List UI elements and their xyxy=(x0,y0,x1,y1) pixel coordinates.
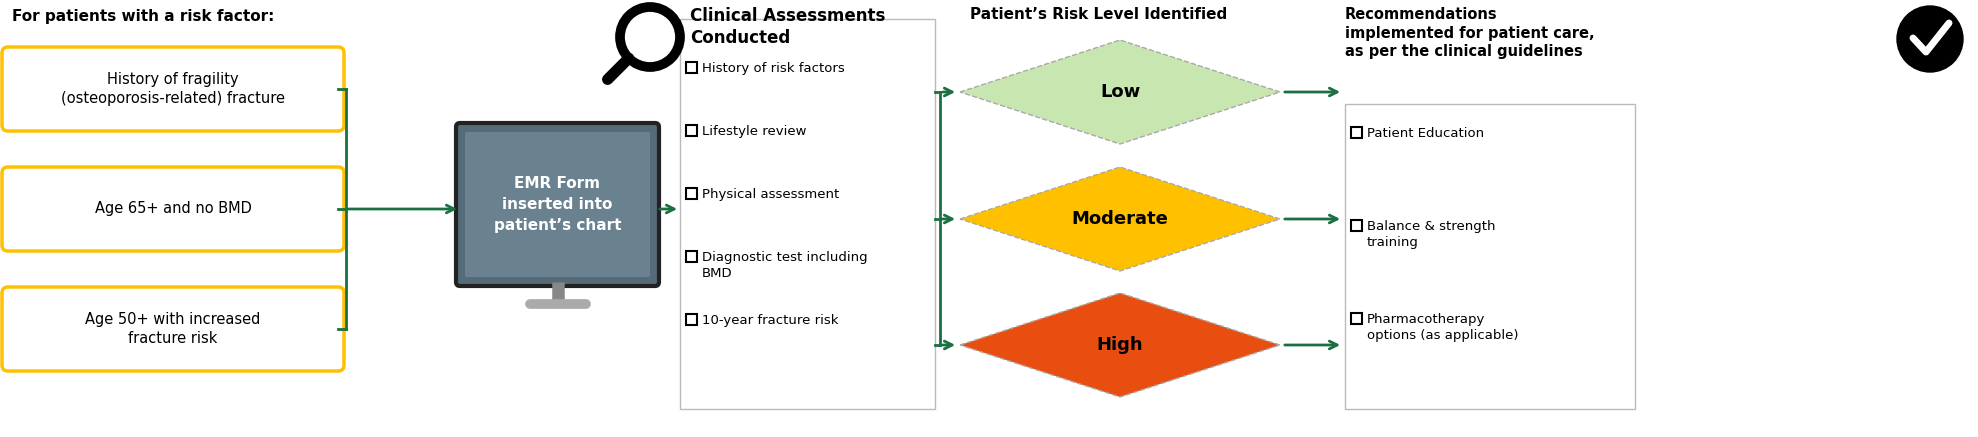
Text: Clinical Assessments
Conducted: Clinical Assessments Conducted xyxy=(690,7,886,47)
Text: History of fragility
(osteoporosis-related) fracture: History of fragility (osteoporosis-relat… xyxy=(61,72,285,106)
FancyBboxPatch shape xyxy=(2,47,344,131)
Polygon shape xyxy=(959,40,1280,144)
FancyBboxPatch shape xyxy=(2,167,344,251)
FancyBboxPatch shape xyxy=(1345,104,1636,409)
Text: Diagnostic test including
BMD: Diagnostic test including BMD xyxy=(702,251,868,280)
Text: Physical assessment: Physical assessment xyxy=(702,188,839,201)
Text: Age 65+ and no BMD: Age 65+ and no BMD xyxy=(95,201,251,216)
Text: 10-year fracture risk: 10-year fracture risk xyxy=(702,314,839,327)
Text: Lifestyle review: Lifestyle review xyxy=(702,125,807,138)
Polygon shape xyxy=(959,293,1280,397)
Text: Age 50+ with increased
fracture risk: Age 50+ with increased fracture risk xyxy=(85,312,261,347)
Text: Recommendations
implemented for patient care,
as per the clinical guidelines: Recommendations implemented for patient … xyxy=(1345,7,1594,59)
Text: Patient’s Risk Level Identified: Patient’s Risk Level Identified xyxy=(969,7,1226,22)
FancyBboxPatch shape xyxy=(457,123,659,286)
Bar xyxy=(686,125,696,136)
Text: Balance & strength
training: Balance & strength training xyxy=(1367,220,1495,249)
FancyBboxPatch shape xyxy=(680,19,936,409)
Text: Moderate: Moderate xyxy=(1072,210,1169,228)
Text: Pharmacotherapy
options (as applicable): Pharmacotherapy options (as applicable) xyxy=(1367,313,1519,342)
Bar xyxy=(1351,313,1363,324)
Bar xyxy=(686,188,696,199)
Text: For patients with a risk factor:: For patients with a risk factor: xyxy=(12,9,275,24)
Text: High: High xyxy=(1096,336,1143,354)
Bar xyxy=(1351,220,1363,231)
Bar xyxy=(1351,127,1363,138)
Bar xyxy=(686,251,696,262)
Text: History of risk factors: History of risk factors xyxy=(702,62,845,75)
Text: EMR Form
inserted into
patient’s chart: EMR Form inserted into patient’s chart xyxy=(494,176,621,233)
Circle shape xyxy=(1897,6,1962,72)
Text: Low: Low xyxy=(1100,83,1139,101)
Bar xyxy=(686,314,696,325)
Text: Patient Education: Patient Education xyxy=(1367,127,1484,140)
FancyBboxPatch shape xyxy=(2,287,344,371)
Bar xyxy=(686,62,696,73)
FancyBboxPatch shape xyxy=(465,132,651,277)
Polygon shape xyxy=(959,167,1280,271)
